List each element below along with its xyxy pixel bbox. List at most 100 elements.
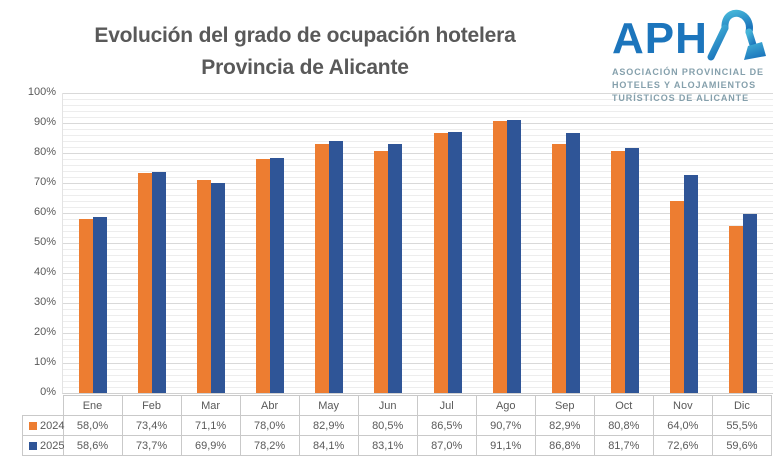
bar-2025-nov <box>684 175 699 393</box>
y-axis-tick: 70% <box>33 176 56 188</box>
apha-tagline-line2: HOTELES Y ALOJAMIENTOS <box>612 80 756 90</box>
y-axis-tick: 0% <box>40 386 56 398</box>
table-row-2024: 2024 58,0% 73,4% 71,1% 78,0% 82,9% 80,5% 86,5% 9… <box>22 415 773 436</box>
y-axis-tick: 10% <box>33 356 56 368</box>
apha-tagline-line3: TURÍSTICOS DE ALICANTE <box>612 93 749 103</box>
bar-2025-jul <box>447 132 462 393</box>
value-2024-dic: 55,5% <box>711 415 773 436</box>
month-header-mar: Mar <box>180 395 241 416</box>
chart-title-line2: Provincia de Alicante <box>201 56 409 79</box>
bar-2025-sep <box>565 133 580 393</box>
legend-label-2024: 2024 <box>40 419 65 432</box>
bar-group-mar <box>181 93 240 393</box>
y-axis-tick: 30% <box>33 296 56 308</box>
value-2024-may: 82,9% <box>298 415 359 436</box>
bar-2025-jun <box>388 144 403 393</box>
legend-cell-2025: 2025 <box>22 435 65 456</box>
value-2024-jul: 86,5% <box>416 415 477 436</box>
apha-tagline: ASOCIACIÓN PROVINCIAL DE HOTELES Y ALOJA… <box>612 66 774 105</box>
bar-group-dic <box>714 93 773 393</box>
bar-group-abr <box>241 93 300 393</box>
value-2025-abr: 78,2% <box>239 435 300 456</box>
value-2025-ene: 58,6% <box>62 435 123 456</box>
value-2025-may: 84,1% <box>298 435 359 456</box>
bar-2024-sep <box>551 144 566 393</box>
legend-swatch-2025 <box>29 441 37 450</box>
bar-2025-oct <box>625 148 640 393</box>
bar-2024-feb <box>137 173 152 393</box>
table-corner-cell <box>23 396 64 416</box>
apha-logo: APH ASOCIACIÓN PROVINCIAL DE HOTELES Y A… <box>612 8 774 105</box>
bar-2025-abr <box>270 158 285 393</box>
svg-text:APH: APH <box>612 14 708 62</box>
bar-group-ene <box>63 93 122 393</box>
month-header-may: May <box>298 395 359 416</box>
month-header-jun: Jun <box>357 395 418 416</box>
month-header-sep: Sep <box>534 395 595 416</box>
bar-2024-ago <box>492 121 507 393</box>
y-axis-tick: 20% <box>33 326 56 338</box>
chart-data-table: Ene Feb Mar Abr May Jun Jul Ago Sep Oct Nov Dic 2024… <box>22 395 773 456</box>
bar-2025-ene <box>92 217 107 393</box>
value-2025-feb: 73,7% <box>121 435 182 456</box>
bar-2025-ago <box>506 120 521 393</box>
bar-2024-nov <box>670 201 685 393</box>
page-title: Evolución del grado de ocupación hoteler… <box>35 20 575 84</box>
value-2024-abr: 78,0% <box>239 415 300 436</box>
y-axis-tick: 50% <box>33 236 56 248</box>
month-header-feb: Feb <box>121 395 182 416</box>
bar-group-nov <box>655 93 714 393</box>
month-header-oct: Oct <box>593 395 654 416</box>
bar-2024-oct <box>611 151 626 393</box>
value-2025-sep: 86,8% <box>534 435 595 456</box>
value-2024-ago: 90,7% <box>475 415 536 436</box>
value-2024-sep: 82,9% <box>534 415 595 436</box>
value-2024-nov: 64,0% <box>652 415 713 436</box>
bar-group-oct <box>596 93 655 393</box>
value-2025-oct: 81,7% <box>593 435 654 456</box>
legend-swatch-2024 <box>29 421 37 430</box>
bar-group-ago <box>477 93 536 393</box>
bar-group-feb <box>122 93 181 393</box>
bar-2025-may <box>329 141 344 393</box>
month-header-dic: Dic <box>711 395 773 416</box>
bar-2024-jul <box>433 133 448 393</box>
bar-2025-feb <box>151 172 166 393</box>
chart-plot-area <box>62 93 773 394</box>
bar-2024-may <box>315 144 330 393</box>
month-header-abr: Abr <box>239 395 300 416</box>
y-axis-tick: 100% <box>27 86 56 98</box>
y-axis-tick: 80% <box>33 146 56 158</box>
month-header-ago: Ago <box>475 395 536 416</box>
value-2025-mar: 69,9% <box>180 435 241 456</box>
bar-2024-ene <box>78 219 93 393</box>
value-2024-ene: 58,0% <box>62 415 123 436</box>
value-2025-jun: 83,1% <box>357 435 418 456</box>
value-2024-mar: 71,1% <box>180 415 241 436</box>
value-2025-nov: 72,6% <box>652 435 713 456</box>
apha-logo-icon: APH <box>612 9 766 62</box>
month-header-nov: Nov <box>652 395 713 416</box>
y-axis-tick: 90% <box>33 116 56 128</box>
value-2025-jul: 87,0% <box>416 435 477 456</box>
bar-2024-mar <box>196 180 211 393</box>
bar-group-jun <box>359 93 418 393</box>
chart-title-line1: Evolución del grado de ocupación hoteler… <box>94 24 516 47</box>
value-2025-ago: 91,1% <box>475 435 536 456</box>
value-2024-oct: 80,8% <box>593 415 654 436</box>
bar-2024-dic <box>729 226 744 393</box>
y-axis-tick: 60% <box>33 206 56 218</box>
month-header-ene: Ene <box>62 395 123 416</box>
legend-cell-2024: 2024 <box>22 415 65 436</box>
bar-2025-mar <box>210 183 225 393</box>
month-header-jul: Jul <box>416 395 477 416</box>
bar-2024-jun <box>374 151 389 393</box>
legend-label-2025: 2025 <box>40 439 65 452</box>
bar-group-jul <box>418 93 477 393</box>
bar-group-sep <box>536 93 595 393</box>
y-axis-tick: 40% <box>33 266 56 278</box>
value-2024-feb: 73,4% <box>121 415 182 436</box>
value-2025-dic: 59,6% <box>711 435 773 456</box>
apha-tagline-line1: ASOCIACIÓN PROVINCIAL DE <box>612 67 764 77</box>
